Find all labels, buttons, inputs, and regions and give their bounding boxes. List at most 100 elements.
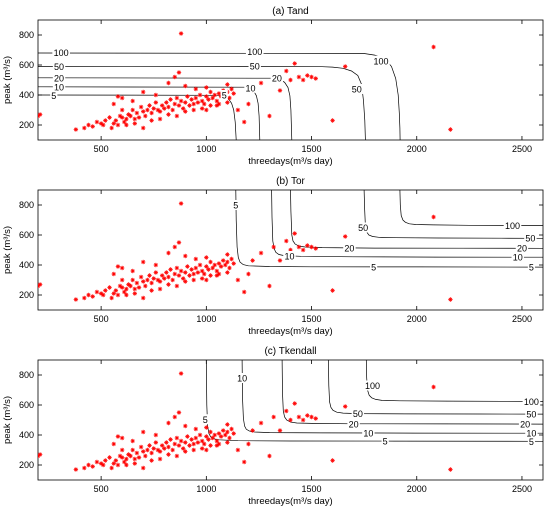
data-point	[109, 295, 114, 301]
data-point	[309, 244, 314, 250]
data-point	[90, 464, 95, 469]
data-point	[305, 73, 310, 78]
data-point	[134, 110, 140, 116]
data-point	[132, 116, 137, 122]
data-point	[122, 459, 127, 465]
data-point	[122, 119, 127, 125]
data-point	[90, 294, 95, 299]
data-point	[136, 455, 142, 460]
data-point	[288, 417, 293, 423]
contour-label: 50	[352, 85, 362, 95]
contour-label-bg	[245, 46, 264, 57]
data-point	[183, 279, 188, 284]
x-tick-label: 1500	[302, 144, 322, 154]
data-point	[242, 119, 247, 125]
data-point	[141, 449, 146, 454]
contour-line-10	[271, 190, 543, 258]
contour-label: 20	[54, 74, 64, 84]
data-point	[113, 288, 119, 293]
x-axis-label: threedays(m³/s day)	[248, 326, 332, 337]
data-point	[109, 465, 114, 471]
data-point	[258, 420, 264, 426]
contour-label: 10	[363, 429, 373, 439]
panel-title: (a) Tand	[272, 6, 309, 17]
data-point	[202, 271, 207, 277]
data-point	[124, 122, 129, 128]
data-point	[149, 118, 154, 123]
data-point	[115, 434, 121, 439]
data-point	[176, 103, 182, 108]
data-point	[343, 234, 348, 239]
data-point	[132, 291, 137, 296]
data-point	[172, 74, 177, 80]
contour-line-100	[38, 52, 401, 140]
data-point	[296, 244, 302, 250]
data-point	[111, 101, 116, 107]
data-point	[246, 441, 251, 447]
data-point	[149, 280, 154, 286]
data-point	[187, 103, 192, 108]
data-point	[124, 292, 129, 298]
contour-label: 100	[373, 56, 388, 66]
x-tick-label: 2500	[512, 484, 532, 494]
data-point	[235, 277, 241, 283]
y-tick-label: 400	[19, 90, 34, 100]
data-point	[225, 100, 230, 105]
y-tick-label: 400	[19, 430, 34, 440]
data-point	[191, 101, 196, 107]
contour-label: 50	[54, 62, 64, 72]
panel-c: (c) Tkendall 500 1000 1500 2000 2500 200 400 600…	[2, 346, 544, 507]
data-point	[115, 264, 121, 269]
data-point	[191, 441, 196, 447]
data-point	[86, 462, 91, 468]
data-point	[225, 440, 230, 445]
data-point	[111, 121, 116, 126]
data-point	[86, 292, 91, 298]
panel-title: (c) Tkendall	[264, 346, 316, 357]
y-tick-label: 400	[19, 260, 34, 270]
data-point	[141, 295, 146, 301]
data-point	[153, 432, 159, 438]
data-point	[157, 449, 163, 454]
data-point	[191, 107, 196, 113]
contour-label-bg	[343, 242, 356, 253]
data-point	[309, 74, 314, 80]
y-tick-label: 200	[19, 120, 34, 130]
contour-label-bg	[248, 61, 261, 72]
data-point	[197, 432, 203, 438]
data-point	[199, 438, 205, 444]
contour-label-bg	[372, 55, 390, 66]
data-point	[174, 453, 180, 459]
x-tick-label: 1000	[196, 484, 216, 494]
data-point	[130, 447, 135, 453]
data-point	[223, 262, 228, 268]
data-point	[210, 435, 215, 441]
contour-label: 10	[54, 83, 64, 93]
contour-label: 20	[344, 243, 354, 253]
data-point	[195, 270, 201, 275]
contour-label: 100	[524, 397, 539, 407]
data-point	[176, 240, 182, 245]
data-point	[246, 101, 251, 107]
data-point	[343, 64, 348, 69]
data-point	[82, 465, 87, 471]
data-point	[183, 109, 188, 114]
data-point	[183, 423, 188, 429]
data-point	[172, 441, 177, 447]
contour-label-bg	[50, 90, 58, 101]
data-point	[138, 274, 144, 280]
data-point	[199, 276, 205, 281]
data-point	[206, 267, 211, 272]
y-tick-label: 600	[19, 400, 34, 410]
data-point	[178, 201, 184, 206]
data-point	[119, 265, 125, 271]
data-point	[128, 283, 133, 289]
data-point	[124, 286, 129, 292]
data-point	[119, 115, 125, 120]
data-point	[145, 107, 150, 113]
x-tick-label: 2000	[407, 484, 427, 494]
data-point	[330, 458, 335, 463]
data-point	[176, 70, 182, 75]
data-point	[153, 100, 159, 105]
